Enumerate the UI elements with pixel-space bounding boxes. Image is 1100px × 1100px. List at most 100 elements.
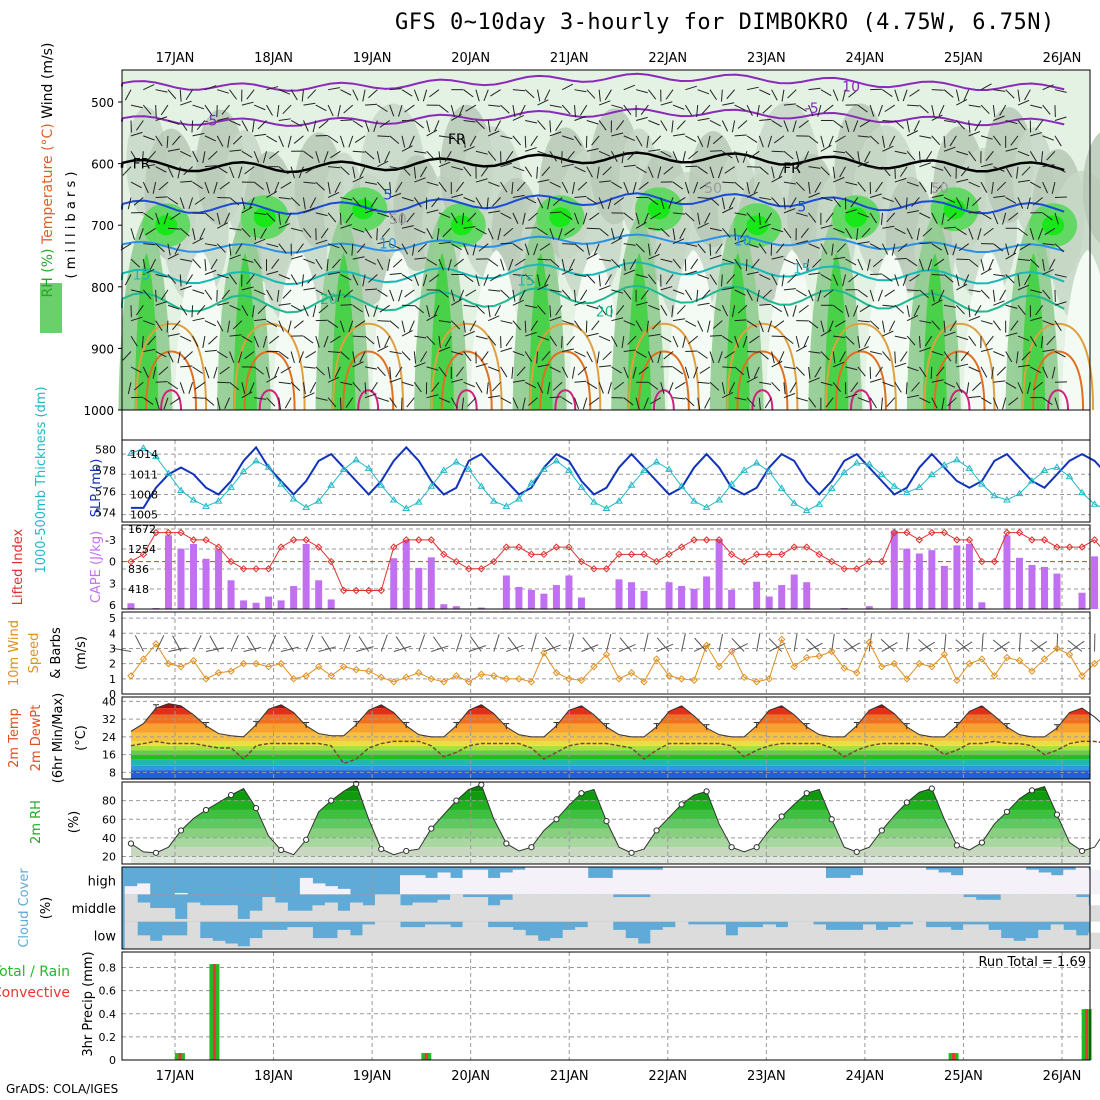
thickness-point — [477, 482, 486, 489]
wind-barb — [606, 633, 612, 652]
wind-barb — [833, 227, 845, 234]
axis-title: Cloud Cover — [17, 868, 32, 948]
wind-barb — [845, 366, 858, 371]
wind-barb — [544, 636, 557, 652]
wind-barb — [663, 351, 674, 360]
wind-barb — [130, 258, 141, 268]
wind-barb — [943, 197, 956, 204]
cloud-gap-bar — [625, 869, 639, 895]
cloud-gap-bar — [550, 894, 564, 922]
cape-bar — [1028, 564, 1036, 609]
cape-bar — [1015, 557, 1023, 609]
rh-point — [378, 845, 385, 853]
wind-barb — [555, 120, 563, 131]
wind-barb — [623, 397, 634, 406]
precip-convective-bar — [952, 1053, 956, 1060]
wind-barb — [413, 166, 417, 179]
wind-barb — [284, 397, 292, 409]
wind-barb — [647, 243, 651, 256]
wind-barb — [530, 135, 538, 147]
wind-barb — [356, 646, 374, 652]
wind-barb — [1005, 243, 1010, 256]
wind-barb — [514, 258, 526, 267]
wind-barb — [607, 382, 612, 394]
wind-barb — [693, 366, 699, 379]
cloud-gap-bar — [387, 921, 401, 949]
wind-barb — [884, 104, 896, 113]
tick-label: 40 — [102, 695, 116, 708]
wind-barb — [463, 226, 476, 229]
wind-barb — [455, 634, 463, 652]
wind-barb — [340, 89, 352, 96]
wind-barb — [927, 258, 933, 271]
wind-barb — [364, 228, 373, 239]
wind-barb — [894, 197, 902, 208]
wind-barb — [709, 304, 721, 312]
wind-barb — [544, 274, 551, 286]
wind-barb — [857, 212, 870, 218]
wind-barb — [635, 135, 643, 147]
wind-speed-point — [440, 678, 448, 686]
wind-barb — [712, 135, 723, 145]
wind-barb — [138, 228, 144, 240]
wind-barb — [857, 258, 864, 271]
wind-speed-point — [1065, 650, 1074, 659]
wind-barb — [478, 243, 489, 252]
thickness-point — [152, 452, 160, 460]
wind-barb — [155, 196, 168, 198]
wind-barb — [968, 150, 977, 162]
isotherm-35 — [160, 389, 183, 411]
wind-barb — [746, 397, 756, 407]
wind-barb — [470, 636, 482, 652]
wind-barb — [266, 320, 278, 328]
lifted-index-point — [477, 565, 486, 573]
wind-barb — [291, 227, 303, 232]
wind-barb — [1054, 89, 1067, 93]
contour-label: 50 — [389, 212, 407, 228]
wind-barb — [734, 335, 740, 348]
wind-barb — [241, 150, 253, 158]
wind-speed-point — [127, 672, 135, 680]
wind-barb — [354, 320, 366, 328]
wind-barb — [764, 212, 773, 224]
tick-label: 24 — [102, 731, 116, 744]
wind-speed-point — [189, 656, 198, 665]
date-label-bottom: 24JAN — [846, 1069, 885, 1084]
rh-dry-column — [371, 249, 424, 410]
wind-barb — [574, 380, 587, 383]
cloud-gap-bar — [750, 867, 764, 895]
wind-barb — [219, 181, 230, 190]
lifted-index-point — [1078, 543, 1086, 551]
wind-barb — [994, 641, 1010, 652]
wind-barb — [881, 320, 886, 333]
axis-title: 2m Temp — [7, 708, 22, 768]
wind-barb — [660, 101, 673, 106]
thickness-point — [790, 499, 799, 506]
wind-barb — [192, 237, 204, 245]
rh-dry-column — [174, 249, 227, 410]
wind-barb — [401, 197, 414, 202]
wind-barb — [524, 89, 535, 99]
wind-barb — [401, 320, 406, 333]
rh-dry-column — [765, 249, 818, 410]
wind-barb — [993, 380, 1006, 383]
wind-barb — [327, 289, 334, 301]
cape-bar — [703, 576, 711, 609]
wind-barb — [389, 104, 395, 117]
cloud-gap-bar — [512, 894, 526, 922]
wind-barb — [771, 197, 781, 207]
wind-barb — [767, 135, 773, 148]
wind-barb — [293, 320, 304, 329]
wind-barb — [508, 258, 514, 271]
wind-barb — [568, 633, 575, 652]
cloud-gap-bar — [662, 927, 676, 949]
axis-title: (6hr Min/Max) — [51, 693, 66, 783]
wind-barb — [465, 104, 477, 112]
wind-barb — [993, 243, 1004, 252]
wind-barb — [230, 634, 239, 652]
wind-barb — [956, 283, 968, 291]
cape-bar — [477, 607, 485, 609]
wind-barb — [604, 89, 612, 101]
wind-barb — [241, 335, 253, 343]
wind-barb — [672, 151, 679, 163]
